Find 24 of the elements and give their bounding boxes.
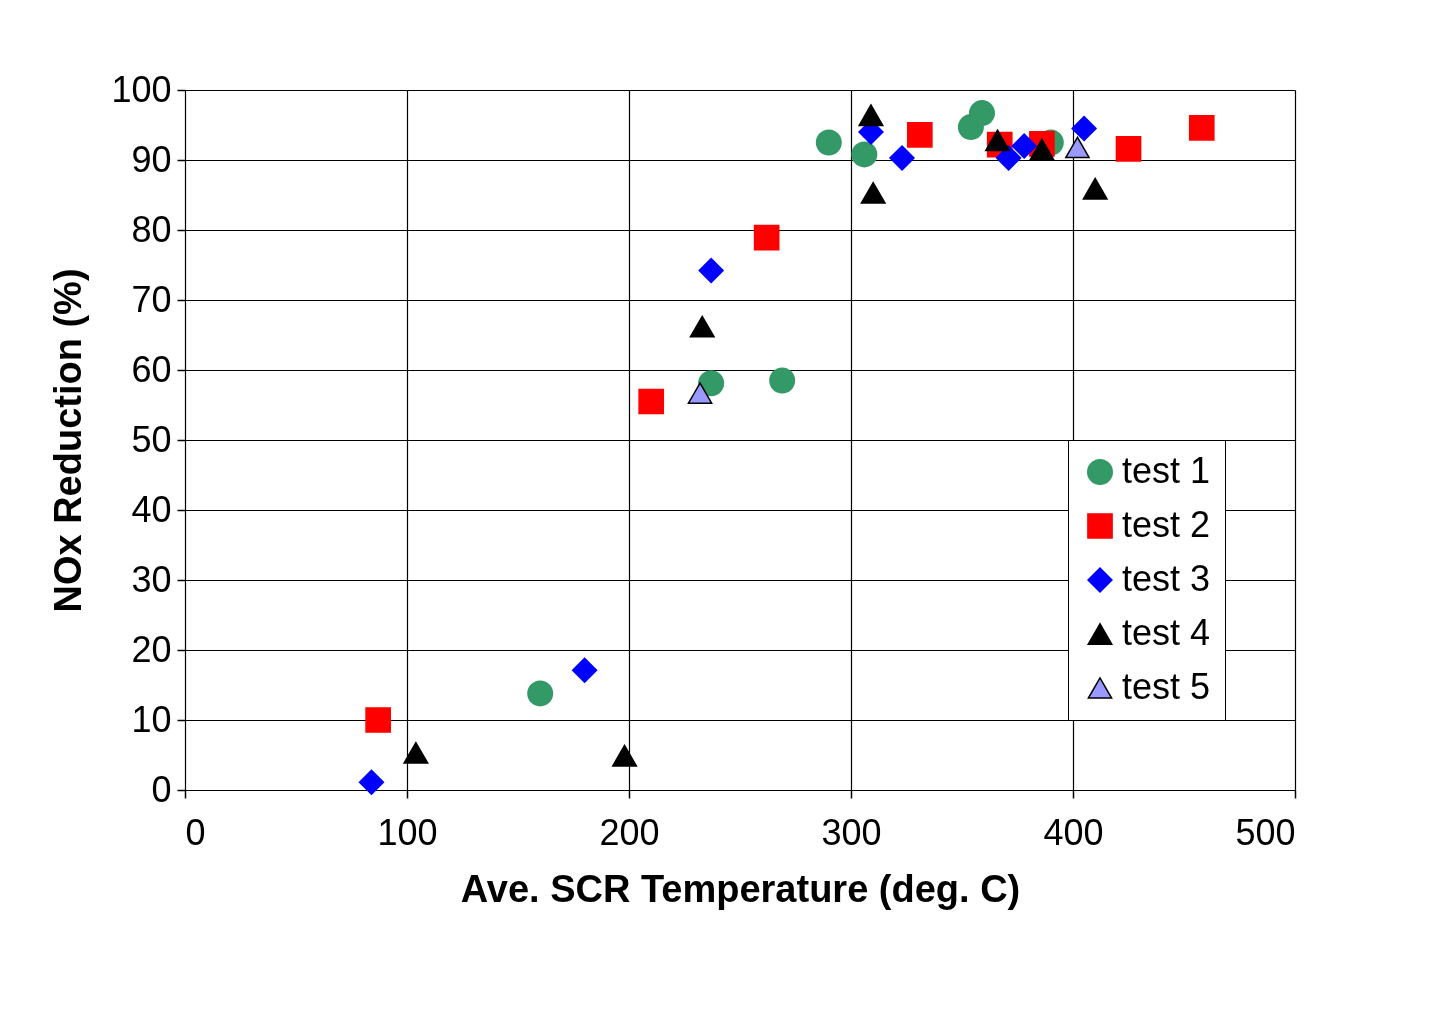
x-tick-label: 0 xyxy=(185,811,206,853)
y-tick-label: 10 xyxy=(131,698,172,740)
y-tick-label: 100 xyxy=(111,68,172,110)
legend-label: test 5 xyxy=(1122,666,1211,707)
x-tick-label: 300 xyxy=(821,811,882,853)
y-tick-label: 80 xyxy=(131,208,172,250)
legend-label: test 2 xyxy=(1122,504,1211,545)
legend-label: test 4 xyxy=(1122,612,1211,653)
legend-label: test 3 xyxy=(1122,558,1211,599)
y-tick-label: 40 xyxy=(131,488,172,530)
y-tick-label: 0 xyxy=(151,768,172,810)
x-tick-label: 400 xyxy=(1043,811,1104,853)
y-axis-title: NOx Reduction (%) xyxy=(47,268,90,613)
x-tick-label: 200 xyxy=(599,811,660,853)
y-tick-label: 70 xyxy=(131,278,172,320)
x-tick-label: 500 xyxy=(1235,811,1296,853)
y-tick-label: 50 xyxy=(131,418,172,460)
x-axis-title: Ave. SCR Temperature (deg. C) xyxy=(460,867,1021,910)
y-tick-label: 60 xyxy=(131,348,172,390)
y-tick-label: 20 xyxy=(131,628,172,670)
y-tick-label: 90 xyxy=(131,138,172,180)
legend-label: test 1 xyxy=(1122,450,1211,491)
x-tick-label: 100 xyxy=(377,811,438,853)
y-tick-label: 30 xyxy=(131,558,172,600)
